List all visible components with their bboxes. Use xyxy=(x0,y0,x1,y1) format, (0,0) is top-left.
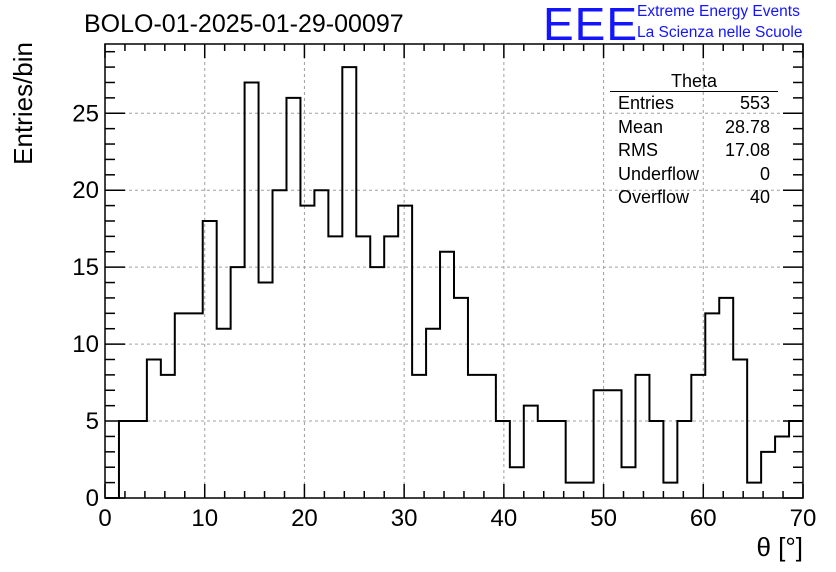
y-tick-label: 25 xyxy=(72,100,99,127)
y-tick-label: 0 xyxy=(86,485,99,512)
x-tick-label: 30 xyxy=(391,505,418,532)
y-axis-label: Entries/bin xyxy=(8,42,38,165)
y-tick-label: 15 xyxy=(72,254,99,281)
histogram-title: BOLO-01-2025-01-29-00097 xyxy=(84,10,404,38)
stats-row-entries: Entries 553 xyxy=(610,92,778,116)
y-tick-label: 10 xyxy=(72,331,99,358)
stats-row-mean: Mean 28.78 xyxy=(610,116,778,140)
x-tick-label: 0 xyxy=(98,505,111,532)
x-axis-label: θ [°] xyxy=(756,532,803,562)
x-tick-label: 50 xyxy=(590,505,617,532)
stats-value: 28.78 xyxy=(724,116,770,137)
stats-value: 0 xyxy=(759,163,770,184)
stats-label: Entries xyxy=(618,93,675,113)
histogram-line xyxy=(105,66,803,499)
eee-logo-line1: Extreme Energy Events xyxy=(637,3,800,20)
y-tick-label: 5 xyxy=(86,408,99,435)
x-tick-label: 40 xyxy=(491,505,518,532)
stats-row-underflow: Underflow 0 xyxy=(610,163,778,187)
eee-logo-line2: La Scienza nelle Scuole xyxy=(637,24,803,41)
axis-ticks xyxy=(104,44,804,499)
plot-frame xyxy=(104,43,804,499)
stats-label: Overflow xyxy=(618,187,690,207)
x-tick-label: 60 xyxy=(690,505,717,532)
stats-row-overflow: Overflow 40 xyxy=(610,186,778,210)
x-tick-label: 20 xyxy=(291,505,318,532)
stats-box: Theta Entries 553 Mean 28.78 RMS 17.08 U… xyxy=(610,71,778,210)
eee-logo: EEE xyxy=(543,0,639,50)
stats-title: Theta xyxy=(610,71,778,92)
stats-label: Underflow xyxy=(618,163,700,184)
stats-label: Mean xyxy=(618,116,664,137)
stats-value: 553 xyxy=(739,93,770,113)
stats-value: 17.08 xyxy=(724,140,770,160)
stats-value: 40 xyxy=(749,187,770,207)
y-tick-label: 20 xyxy=(72,177,99,204)
x-tick-label: 70 xyxy=(790,505,817,532)
stats-row-rms: RMS 17.08 xyxy=(610,139,778,163)
stats-label: RMS xyxy=(618,140,658,160)
x-tick-label: 10 xyxy=(191,505,218,532)
tick-labels: 0 10 20 30 40 50 60 70 0 5 10 15 20 25 xyxy=(72,100,816,532)
